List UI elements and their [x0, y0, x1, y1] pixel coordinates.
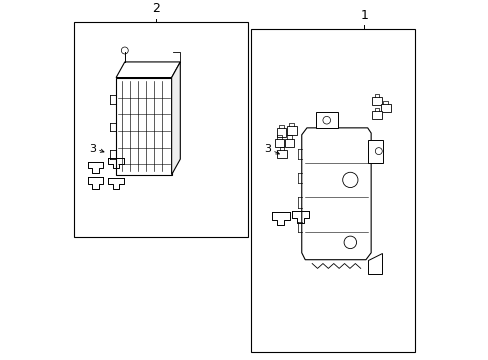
Text: 2: 2 [152, 2, 160, 15]
Polygon shape [367, 253, 381, 274]
Bar [116, 77, 171, 175]
Bar [251, 29, 414, 352]
Bar [274, 139, 284, 147]
Bar [371, 111, 381, 119]
Circle shape [344, 236, 356, 249]
Circle shape [375, 148, 382, 154]
Bar [276, 128, 286, 136]
Text: 3: 3 [264, 144, 271, 154]
Polygon shape [301, 128, 370, 260]
Circle shape [121, 47, 128, 54]
Polygon shape [171, 62, 180, 175]
Circle shape [322, 116, 330, 124]
Bar [277, 150, 286, 158]
Circle shape [342, 172, 357, 188]
Bar [284, 139, 294, 147]
Bar [367, 140, 383, 163]
Bar [286, 126, 296, 135]
Bar [74, 22, 247, 237]
Bar [371, 97, 381, 105]
Polygon shape [116, 62, 180, 77]
Bar [380, 104, 390, 112]
Text: 3: 3 [89, 144, 96, 154]
Bar [315, 112, 338, 128]
Text: 1: 1 [360, 9, 367, 22]
